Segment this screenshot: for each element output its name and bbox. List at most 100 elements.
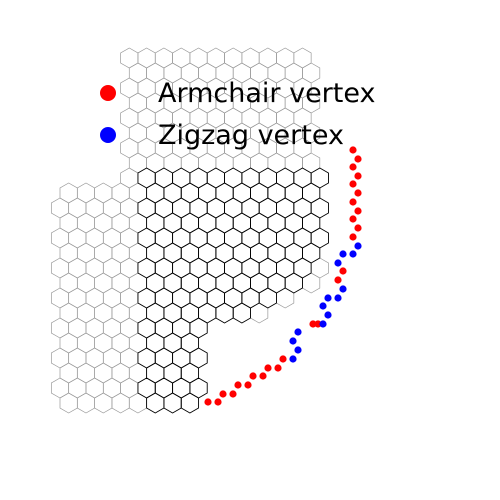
zigzag-vertex-marker	[334, 294, 342, 302]
armchair-vertex-marker	[309, 320, 317, 328]
armchair-vertex-marker	[264, 364, 272, 372]
outer-hexagon	[120, 287, 139, 309]
armchair-vertex-marker	[274, 364, 282, 372]
outer-hexagon	[76, 212, 95, 234]
outer-hexagon	[76, 362, 95, 384]
armchair-vertex-marker	[349, 198, 357, 206]
armchair-vertex-marker	[349, 233, 357, 241]
outer-hexagon	[111, 272, 130, 294]
outer-hexagon	[111, 332, 130, 354]
outer-hexagon	[293, 47, 312, 69]
legend-marker-zigzag	[100, 127, 116, 143]
armchair-vertex-marker	[349, 215, 357, 223]
outer-hexagon	[111, 242, 130, 264]
outer-hexagon	[94, 362, 113, 384]
outer-hexagon	[68, 377, 87, 399]
outer-hexagon	[189, 47, 208, 69]
outer-hexagon	[59, 392, 78, 414]
armchair-vertex-marker	[249, 372, 257, 380]
outer-hexagon	[258, 47, 277, 69]
outer-hexagon	[120, 167, 139, 189]
outer-hexagon	[76, 272, 95, 294]
outer-hexagon	[102, 317, 121, 339]
inner-hexagon	[146, 392, 165, 414]
armchair-vertex-marker	[349, 146, 357, 154]
outer-hexagon	[76, 392, 95, 414]
outer-hexagon	[76, 302, 95, 324]
outer-hexagon	[85, 287, 104, 309]
zigzag-vertex-marker	[334, 259, 342, 267]
outer-hexagon	[94, 242, 113, 264]
outer-hexagon	[111, 392, 130, 414]
outer-hexagon	[120, 257, 139, 279]
outer-hexagon	[59, 182, 78, 204]
outer-hexagon	[206, 47, 225, 69]
armchair-vertex-marker	[244, 381, 252, 389]
outer-hexagon	[94, 182, 113, 204]
armchair-vertex-marker	[349, 163, 357, 171]
outer-hexagon	[94, 332, 113, 354]
outer-hexagon	[102, 257, 121, 279]
zigzag-vertex-marker	[349, 250, 357, 258]
outer-hexagon	[68, 257, 87, 279]
outer-hexagon	[120, 227, 139, 249]
zigzag-vertex-marker	[324, 294, 332, 302]
outer-hexagon	[50, 257, 70, 279]
outer-hexagon	[94, 302, 113, 324]
outer-hexagon	[50, 317, 70, 339]
armchair-vertex-marker	[214, 398, 222, 406]
outer-hexagon	[102, 227, 121, 249]
outer-hexagon	[59, 302, 78, 324]
outer-hexagon	[102, 197, 121, 219]
armchair-vertex-marker	[204, 398, 212, 406]
outer-hexagon	[59, 242, 78, 264]
armchair-vertex-marker	[339, 267, 347, 275]
outer-hexagon	[68, 347, 87, 369]
outer-hexagon	[50, 347, 70, 369]
armchair-vertex-marker	[354, 172, 362, 180]
inner-hexagon	[258, 287, 277, 309]
zigzag-vertex-marker	[339, 250, 347, 258]
outer-hexagon	[102, 377, 121, 399]
outer-hexagon	[59, 272, 78, 294]
outer-hexagon	[137, 77, 156, 99]
legend-label-zigzag: Zigzag vertex	[158, 120, 344, 151]
armchair-vertex-marker	[354, 155, 362, 163]
armchair-vertex-marker	[314, 320, 322, 328]
outer-hexagon	[120, 317, 139, 339]
outer-hexagon	[102, 287, 121, 309]
inner-hexagon	[180, 392, 200, 414]
outer-hexagon	[76, 182, 95, 204]
outer-hexagon	[94, 212, 113, 234]
outer-hexagon	[85, 197, 104, 219]
inner-hexagon	[215, 302, 234, 324]
inner-hexagon	[232, 302, 251, 324]
outer-hexagon	[76, 332, 95, 354]
legend: Armchair vertex Zigzag vertex	[100, 78, 375, 151]
edge-vertices	[204, 146, 362, 406]
outer-hexagon	[76, 242, 95, 264]
zigzag-vertex-marker	[324, 311, 332, 319]
outer-hexagon	[224, 47, 243, 69]
zigzag-vertex-marker	[319, 302, 327, 310]
outer-hexagon	[137, 137, 156, 159]
outer-hexagon	[85, 377, 104, 399]
outer-hexagon	[50, 227, 70, 249]
outer-hexagon	[120, 47, 139, 69]
outer-hexagon	[120, 137, 139, 159]
armchair-vertex-marker	[354, 207, 362, 215]
outer-hexagon	[120, 377, 139, 399]
outer-hexagon	[68, 317, 87, 339]
zigzag-vertex-marker	[294, 346, 302, 354]
zigzag-vertex-marker	[319, 320, 327, 328]
legend-label-armchair: Armchair vertex	[158, 78, 375, 109]
outer-hexagon	[154, 47, 173, 69]
outer-hexagon	[50, 287, 70, 309]
outer-hexagon	[94, 272, 113, 294]
outer-hexagon	[137, 47, 156, 69]
armchair-vertex-marker	[354, 189, 362, 197]
armchair-vertex-marker	[234, 381, 242, 389]
outer-hexagon	[68, 197, 87, 219]
zigzag-vertex-marker	[289, 337, 297, 345]
